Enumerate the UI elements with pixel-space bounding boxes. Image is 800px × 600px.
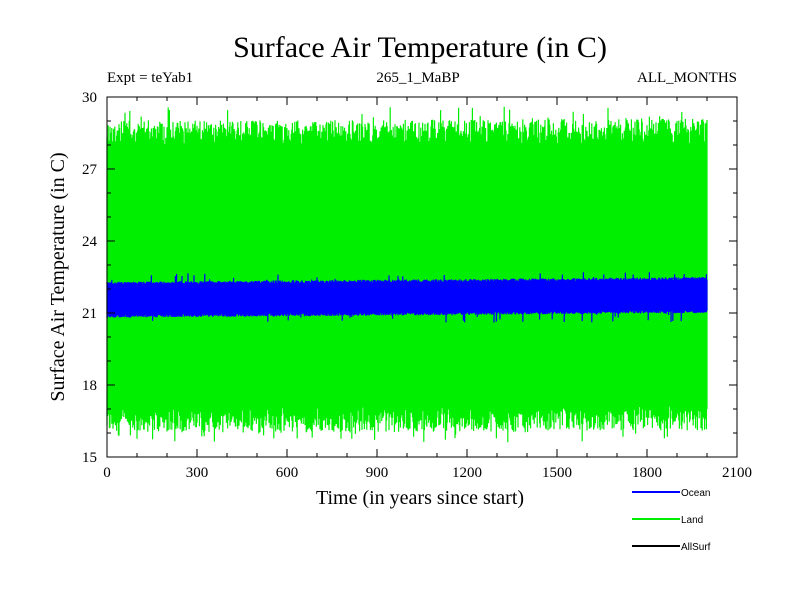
legend: Ocean Land AllSurf bbox=[632, 488, 711, 553]
x-tick-label: 1500 bbox=[542, 465, 572, 481]
axis-ticks bbox=[106, 96, 738, 458]
y-tick-labels: 15 18 21 24 27 30 bbox=[82, 90, 98, 466]
chart-title: Surface Air Temperature (in C) bbox=[233, 31, 607, 64]
y-tick-label: 18 bbox=[82, 378, 97, 394]
x-tick-label: 900 bbox=[366, 465, 389, 481]
x-tick-label: 0 bbox=[103, 465, 111, 481]
y-tick-label: 15 bbox=[82, 450, 97, 466]
y-tick-label: 21 bbox=[82, 306, 97, 322]
legend-label-land: Land bbox=[681, 515, 703, 526]
series-ocean bbox=[106, 272, 708, 323]
y-tick-label: 24 bbox=[82, 234, 98, 250]
legend-label-ocean: Ocean bbox=[681, 488, 710, 499]
legend-label-allsurf: AllSurf bbox=[681, 542, 711, 553]
x-tick-label: 1200 bbox=[452, 465, 482, 481]
plot-frame bbox=[106, 96, 738, 458]
x-tick-label: 2100 bbox=[722, 465, 752, 481]
plot-area bbox=[106, 106, 708, 443]
x-tick-label: 300 bbox=[186, 465, 209, 481]
x-axis-label: Time (in years since start) bbox=[316, 487, 524, 509]
x-tick-labels: 0 300 600 900 1200 1500 1800 2100 bbox=[103, 465, 752, 481]
y-tick-label: 27 bbox=[82, 162, 98, 178]
experiment-label: Expt = teYab1 bbox=[107, 70, 193, 86]
months-label: ALL_MONTHS bbox=[637, 70, 737, 86]
epoch-label: 265_1_MaBP bbox=[376, 70, 459, 86]
x-tick-label: 1800 bbox=[632, 465, 662, 481]
x-tick-label: 600 bbox=[276, 465, 299, 481]
series-land bbox=[106, 106, 708, 443]
y-axis-label: Surface Air Temperature (in C) bbox=[47, 152, 69, 401]
y-tick-label: 30 bbox=[82, 90, 97, 106]
